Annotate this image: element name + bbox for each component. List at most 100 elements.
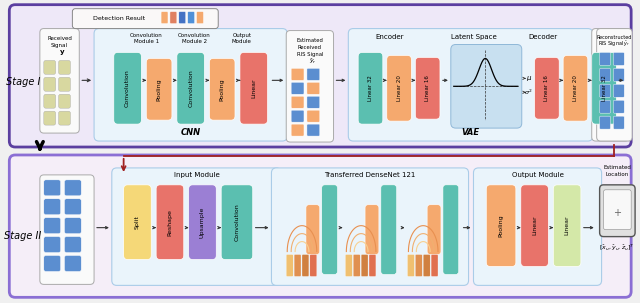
FancyBboxPatch shape [40, 28, 79, 133]
FancyBboxPatch shape [10, 5, 631, 147]
FancyBboxPatch shape [65, 180, 81, 196]
FancyBboxPatch shape [72, 9, 218, 28]
FancyBboxPatch shape [310, 255, 317, 276]
FancyBboxPatch shape [600, 185, 635, 237]
Text: Linear: Linear [532, 216, 537, 235]
Text: Linear 16: Linear 16 [545, 75, 549, 101]
FancyBboxPatch shape [600, 68, 611, 81]
Text: Linear 32: Linear 32 [368, 75, 373, 101]
FancyBboxPatch shape [179, 12, 186, 24]
Text: Stage II: Stage II [4, 231, 42, 241]
FancyBboxPatch shape [10, 155, 631, 297]
FancyBboxPatch shape [431, 255, 438, 276]
FancyBboxPatch shape [474, 168, 602, 285]
FancyBboxPatch shape [486, 185, 516, 266]
FancyBboxPatch shape [177, 52, 204, 124]
FancyBboxPatch shape [307, 124, 320, 136]
FancyBboxPatch shape [369, 255, 376, 276]
Text: $\sigma^2$: $\sigma^2$ [524, 88, 533, 97]
FancyBboxPatch shape [427, 205, 441, 255]
Text: $\mu$: $\mu$ [525, 74, 532, 83]
Text: Received: Received [298, 45, 322, 50]
FancyBboxPatch shape [44, 255, 61, 271]
FancyBboxPatch shape [443, 185, 459, 275]
FancyBboxPatch shape [59, 77, 70, 91]
FancyBboxPatch shape [209, 58, 235, 120]
FancyBboxPatch shape [44, 111, 56, 125]
FancyBboxPatch shape [94, 28, 287, 141]
Text: Module 2: Module 2 [182, 39, 207, 44]
FancyBboxPatch shape [291, 68, 304, 80]
FancyBboxPatch shape [188, 12, 195, 24]
FancyBboxPatch shape [361, 255, 368, 276]
FancyBboxPatch shape [147, 58, 172, 120]
Text: Estimated: Estimated [604, 165, 631, 170]
FancyBboxPatch shape [112, 168, 282, 285]
FancyBboxPatch shape [196, 12, 204, 24]
FancyBboxPatch shape [381, 185, 397, 275]
FancyBboxPatch shape [286, 255, 293, 276]
FancyBboxPatch shape [65, 255, 81, 271]
FancyBboxPatch shape [563, 55, 588, 121]
Text: Pooling: Pooling [220, 78, 225, 101]
FancyBboxPatch shape [291, 82, 304, 94]
Text: CNN: CNN [180, 128, 201, 137]
Text: Convolution: Convolution [178, 33, 211, 38]
FancyBboxPatch shape [613, 52, 624, 65]
FancyBboxPatch shape [600, 84, 611, 97]
Text: Convolution: Convolution [130, 33, 163, 38]
FancyBboxPatch shape [451, 45, 522, 128]
FancyBboxPatch shape [161, 12, 168, 24]
FancyBboxPatch shape [44, 60, 56, 74]
FancyBboxPatch shape [592, 52, 616, 124]
FancyBboxPatch shape [291, 96, 304, 108]
FancyBboxPatch shape [604, 190, 631, 230]
Text: VAE: VAE [461, 128, 479, 137]
FancyBboxPatch shape [44, 237, 61, 252]
FancyBboxPatch shape [423, 255, 430, 276]
Text: +: + [613, 208, 621, 218]
FancyBboxPatch shape [307, 96, 320, 108]
FancyBboxPatch shape [44, 218, 61, 234]
Text: Convolution: Convolution [188, 69, 193, 107]
Text: Received: Received [47, 36, 72, 41]
Text: Estimated: Estimated [296, 38, 323, 43]
Text: $\mathbf{y}$: $\mathbf{y}$ [60, 48, 66, 57]
Text: Detection Result: Detection Result [93, 16, 145, 21]
Text: Stage I: Stage I [6, 77, 40, 87]
FancyBboxPatch shape [44, 199, 61, 215]
FancyBboxPatch shape [600, 100, 611, 113]
FancyBboxPatch shape [307, 68, 320, 80]
FancyBboxPatch shape [240, 52, 268, 124]
FancyBboxPatch shape [59, 111, 70, 125]
FancyBboxPatch shape [65, 218, 81, 234]
FancyBboxPatch shape [365, 205, 379, 255]
FancyBboxPatch shape [302, 255, 309, 276]
FancyBboxPatch shape [596, 28, 632, 141]
Text: Split: Split [135, 215, 140, 229]
FancyBboxPatch shape [613, 68, 624, 81]
FancyBboxPatch shape [592, 28, 629, 141]
Text: Pooling: Pooling [499, 214, 504, 237]
FancyBboxPatch shape [554, 185, 581, 266]
Text: RIS Signal $\bar{y}_r$: RIS Signal $\bar{y}_r$ [598, 39, 630, 48]
Text: RIS Signal: RIS Signal [296, 52, 323, 57]
FancyBboxPatch shape [170, 12, 177, 24]
FancyBboxPatch shape [40, 175, 94, 285]
Text: Linear 20: Linear 20 [573, 75, 578, 101]
FancyBboxPatch shape [59, 60, 70, 74]
FancyBboxPatch shape [415, 58, 440, 119]
Text: Reshape: Reshape [168, 209, 172, 236]
FancyBboxPatch shape [521, 185, 548, 266]
Text: Reconstructed: Reconstructed [596, 35, 632, 40]
Text: $[\hat{x}_u, \hat{y}_u, \hat{z}_u]^T$: $[\hat{x}_u, \hat{y}_u, \hat{z}_u]^T$ [600, 242, 636, 253]
FancyBboxPatch shape [291, 124, 304, 136]
Text: Linear: Linear [564, 216, 570, 235]
FancyBboxPatch shape [124, 185, 151, 259]
FancyBboxPatch shape [358, 52, 383, 124]
FancyBboxPatch shape [322, 185, 337, 275]
Text: Signal: Signal [51, 43, 68, 48]
Text: Decoder: Decoder [528, 34, 557, 39]
Text: Linear 32: Linear 32 [602, 75, 607, 101]
FancyBboxPatch shape [291, 110, 304, 122]
